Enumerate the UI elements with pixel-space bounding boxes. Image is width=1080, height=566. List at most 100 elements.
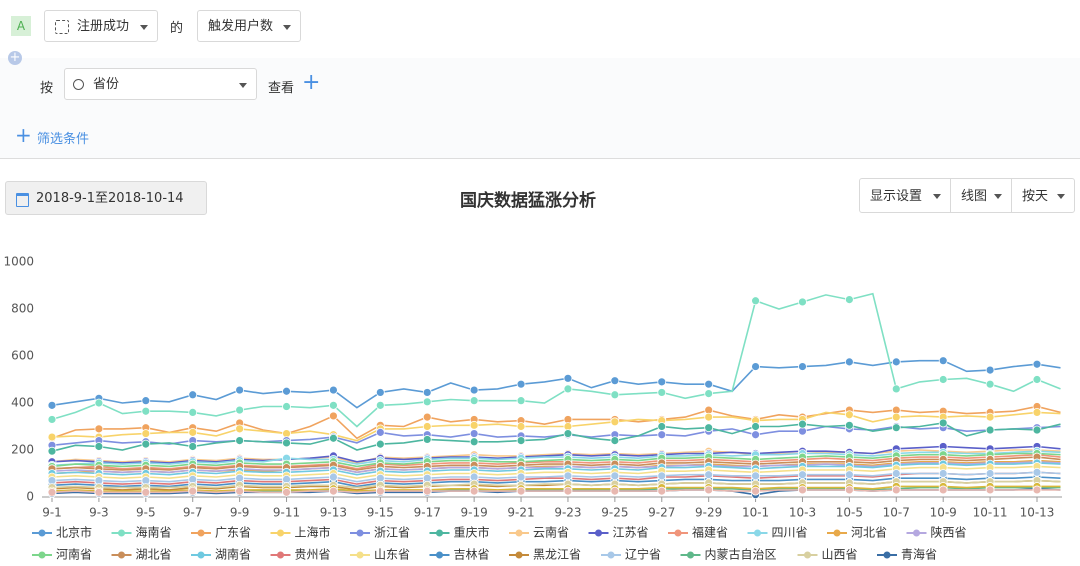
view-add[interactable]: + xyxy=(302,70,321,95)
measure-select[interactable]: 触发用户数 xyxy=(197,10,301,42)
legend-label: 陕西省 xyxy=(931,525,967,540)
data-point xyxy=(141,429,151,438)
display-settings[interactable]: 显示设置 xyxy=(859,178,951,213)
data-point xyxy=(422,412,432,422)
x-tick-label: 10-1 xyxy=(742,506,769,520)
data-point xyxy=(141,406,151,416)
data-point xyxy=(1032,359,1042,369)
legend-label: 贵州省 xyxy=(295,548,331,562)
data-point xyxy=(329,472,338,482)
data-point xyxy=(94,398,104,408)
x-tick-label: 9-13 xyxy=(320,506,347,520)
data-point xyxy=(938,356,948,366)
data-point xyxy=(891,412,901,422)
data-point xyxy=(1032,425,1042,435)
x-tick-label: 10-3 xyxy=(789,506,816,520)
data-point xyxy=(1032,407,1042,417)
data-point xyxy=(516,472,526,482)
data-point xyxy=(469,486,479,496)
data-point xyxy=(188,407,198,417)
data-point xyxy=(141,487,151,497)
data-point xyxy=(469,429,479,438)
data-point xyxy=(469,385,479,395)
legend-dot xyxy=(277,529,284,537)
legend-dot xyxy=(515,529,523,537)
data-point xyxy=(985,425,995,435)
y-tick-label: 0 xyxy=(26,490,34,504)
legend-dot xyxy=(607,551,615,559)
data-point xyxy=(282,487,291,497)
legend-dot xyxy=(356,551,364,559)
data-point xyxy=(985,365,995,375)
add-circle[interactable]: + xyxy=(8,50,22,65)
legend-dot xyxy=(687,551,694,559)
x-tick-label: 10-5 xyxy=(836,506,863,520)
data-point xyxy=(235,405,245,415)
data-point xyxy=(610,436,620,446)
data-point xyxy=(704,485,714,495)
data-point xyxy=(516,379,526,389)
x-tick-label: 9-5 xyxy=(136,506,156,520)
data-point xyxy=(985,379,995,389)
data-point xyxy=(1032,485,1042,495)
data-point xyxy=(704,470,714,480)
legend-label: 海南省 xyxy=(136,525,172,540)
chart-type[interactable]: 线图 xyxy=(950,178,1012,213)
legend-dot xyxy=(804,551,811,559)
data-point xyxy=(891,357,901,367)
legend-dot xyxy=(197,551,205,559)
legend-dot xyxy=(38,551,46,559)
legend-dot xyxy=(595,529,602,537)
y-tick-label: 800 xyxy=(11,302,34,316)
chart: 0 200 400 600 800 1000 9-1 9-3 9-5 9-7 9-9 9-11 9-13… xyxy=(3,255,1062,562)
event-select[interactable]: 注册成功 xyxy=(44,10,158,42)
legend-dot xyxy=(38,529,46,537)
data-point xyxy=(938,375,948,384)
granularity[interactable]: 按天 xyxy=(1011,178,1075,213)
x-tick-label: 10-7 xyxy=(883,506,910,520)
data-point xyxy=(704,389,714,399)
legend-dot xyxy=(118,529,125,537)
view-text: 查看 xyxy=(268,81,295,96)
data-point xyxy=(141,439,151,449)
data-point xyxy=(657,422,667,431)
data-point xyxy=(985,412,995,422)
legend-label: 青海省 xyxy=(901,547,937,562)
legend-dot xyxy=(356,529,364,537)
legend-label: 云南省 xyxy=(533,525,569,540)
data-point xyxy=(704,379,714,389)
data-point xyxy=(938,485,948,495)
data-point xyxy=(375,439,385,449)
filter-add-icon[interactable]: + xyxy=(15,123,32,147)
event-text: 注册成功 xyxy=(77,19,130,34)
data-point xyxy=(610,376,620,386)
data-point xyxy=(657,388,667,397)
x-tick-label: 10-13 xyxy=(1020,506,1055,520)
legend-label: 辽宁省 xyxy=(625,547,661,562)
data-point xyxy=(891,423,901,433)
data-point xyxy=(704,423,714,433)
x-tick-label: 9-9 xyxy=(230,506,250,520)
x-tick-label: 9-29 xyxy=(695,506,722,520)
data-point xyxy=(235,424,245,434)
data-point xyxy=(329,411,338,421)
data-point xyxy=(235,385,245,395)
data-point xyxy=(610,471,620,481)
data-point xyxy=(1032,375,1042,384)
date-range[interactable]: 2018-9-1至2018-10-14 xyxy=(5,181,207,215)
series-tag: A xyxy=(11,16,31,36)
data-point xyxy=(422,388,432,397)
legend-label: 吉林省 xyxy=(454,548,490,562)
filter-link[interactable]: 筛选条件 xyxy=(37,132,90,147)
legend-label: 内蒙古自治区 xyxy=(705,547,777,562)
filter-row xyxy=(0,113,1080,159)
x-tick-label: 9-17 xyxy=(414,506,441,520)
data-point xyxy=(469,396,479,406)
data-point xyxy=(516,422,526,431)
data-point xyxy=(469,437,479,447)
group-select[interactable]: 省份 xyxy=(64,68,257,100)
data-point xyxy=(422,486,432,496)
data-point xyxy=(938,469,948,478)
date-text: 2018-9-1至2018-10-14 xyxy=(36,191,184,206)
